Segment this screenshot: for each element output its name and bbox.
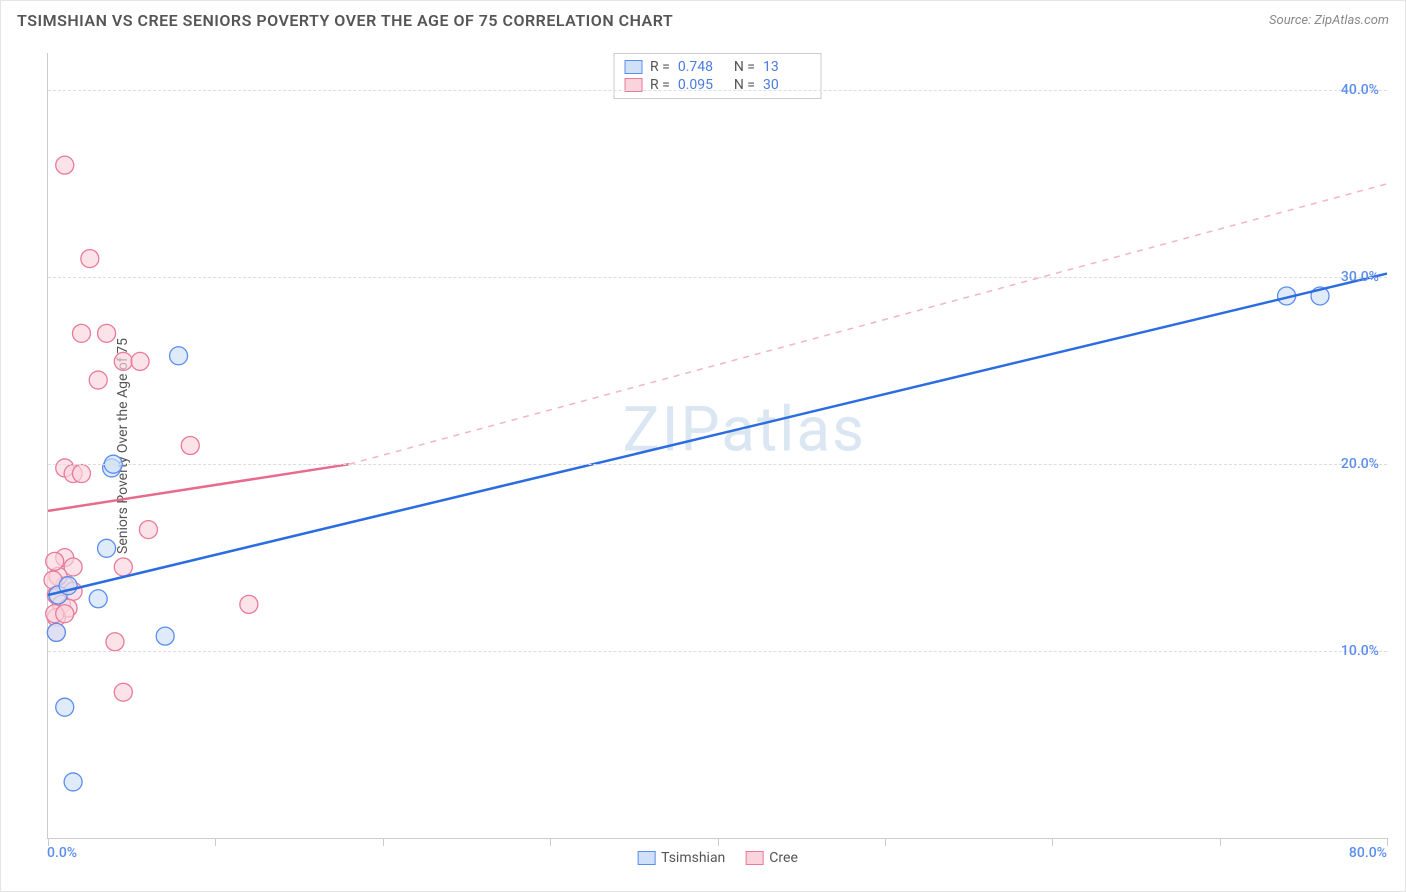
swatch-blue-icon xyxy=(624,60,642,74)
x-min-label: 0.0% xyxy=(47,845,77,861)
r-label-a: R = xyxy=(650,59,670,75)
chart-title: TSIMSHIAN VS CREE SENIORS POVERTY OVER T… xyxy=(17,11,673,30)
y-tick-label: 40.0% xyxy=(1341,82,1379,98)
gridline-h xyxy=(48,90,1387,91)
y-tick-label: 30.0% xyxy=(1341,269,1379,285)
y-tick-label: 10.0% xyxy=(1341,643,1379,659)
y-tick-label: 20.0% xyxy=(1341,456,1379,472)
n-label-a: N = xyxy=(734,59,755,75)
plot-svg xyxy=(48,53,1387,838)
chart-container: TSIMSHIAN VS CREE SENIORS POVERTY OVER T… xyxy=(0,0,1406,892)
plot-area: ZIPatlas R = 0.748 N = 13 R = 0.095 N = … xyxy=(47,53,1387,839)
n-value-a: 13 xyxy=(763,59,811,75)
x-max-label: 80.0% xyxy=(1349,845,1387,861)
gridline-h xyxy=(48,464,1387,465)
stats-row-a: R = 0.748 N = 13 xyxy=(624,58,811,76)
chart-source: Source: ZipAtlas.com xyxy=(1269,13,1389,28)
r-value-a: 0.748 xyxy=(678,59,726,75)
gridline-h xyxy=(48,651,1387,652)
gridline-h xyxy=(48,277,1387,278)
x-tick xyxy=(1387,838,1388,846)
x-axis-labels: 0.0% 80.0% xyxy=(47,845,1387,865)
title-bar: TSIMSHIAN VS CREE SENIORS POVERTY OVER T… xyxy=(1,1,1405,36)
stats-legend: R = 0.748 N = 13 R = 0.095 N = 30 xyxy=(613,53,822,99)
